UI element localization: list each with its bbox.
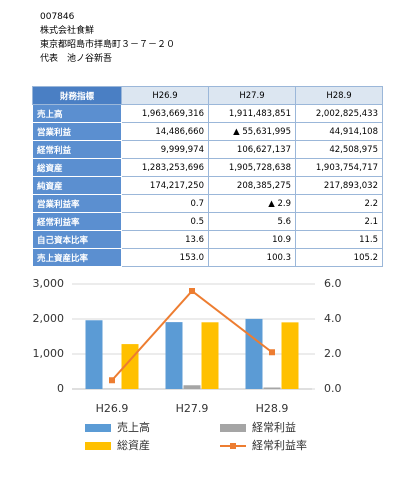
- line-marker: [189, 288, 195, 294]
- table-row: 財務指標 H26.9 H27.9 H28.9: [32, 86, 383, 105]
- y2-tick-label: 2.0: [324, 347, 342, 360]
- legend-swatch: [85, 442, 111, 450]
- row-label: 営業利益: [32, 122, 122, 141]
- cell: ▲ 55,631,995: [208, 122, 296, 141]
- cell: 105.2: [295, 248, 383, 267]
- cell: 5.6: [208, 212, 296, 231]
- cell: 217,893,032: [295, 176, 383, 195]
- cell: 1,903,754,717: [295, 158, 383, 177]
- legend-label: 経常利益: [252, 420, 296, 434]
- table-row: 総資産 1,283,253,696 1,905,728,638 1,903,754,7…: [32, 158, 383, 177]
- legend-swatch: [85, 424, 111, 432]
- cell: 1,911,483,851: [208, 104, 296, 123]
- cell: 2.1: [295, 212, 383, 231]
- table-row: 営業利益 14,486,660 ▲ 55,631,995 44,914,108: [32, 122, 383, 141]
- cell: 2.2: [295, 194, 383, 213]
- cell: 11.5: [295, 230, 383, 249]
- row-label: 自己資本比率: [32, 230, 122, 249]
- cell: 100.3: [208, 248, 296, 267]
- bar: [85, 320, 103, 389]
- financial-table: 財務指標 H26.9 H27.9 H28.9 売上高 1,963,669,316 1,911…: [32, 86, 383, 267]
- cell: 14,486,660: [121, 122, 209, 141]
- table-row: 売上高 1,963,669,316 1,911,483,851 2,002,825,4…: [32, 104, 383, 123]
- bar: [165, 322, 183, 389]
- cell: 1,905,728,638: [208, 158, 296, 177]
- cell: 42,508,975: [295, 140, 383, 159]
- table-row: 売上資産比率 153.0 100.3 105.2: [32, 248, 383, 267]
- cell: 208,385,275: [208, 176, 296, 195]
- company: 株式会社食鮮: [40, 26, 95, 36]
- y2-tick-label: 6.0: [324, 277, 342, 290]
- table-row: 純資産 174,217,250 208,385,275 217,893,032: [32, 176, 383, 195]
- x-tick-label: H28.9: [256, 402, 289, 415]
- column-header: H27.9: [208, 86, 296, 105]
- legend-label: 売上高: [117, 420, 150, 434]
- table-row: 営業利益率 0.7 ▲ 2.9 2.2: [32, 194, 383, 213]
- row-label: 経常利益: [32, 140, 122, 159]
- table-row: 経常利益率 0.5 5.6 2.1: [32, 212, 383, 231]
- row-label: 営業利益率: [32, 194, 122, 213]
- cell: 174,217,250: [121, 176, 209, 195]
- x-tick-label: H27.9: [176, 402, 209, 415]
- table-row: 経常利益 9,999,974 106,627,137 42,508,975: [32, 140, 383, 159]
- representative: 代表 池ノ谷新吾: [40, 54, 113, 64]
- cell: 10.9: [208, 230, 296, 249]
- bar: [263, 387, 281, 389]
- cell: 13.6: [121, 230, 209, 249]
- column-header: H26.9: [121, 86, 209, 105]
- y-tick-label: 3,000: [33, 277, 65, 290]
- bar: [245, 318, 263, 389]
- cell: 106,627,137: [208, 140, 296, 159]
- cell: 0.5: [121, 212, 209, 231]
- line-marker: [109, 377, 115, 384]
- cell: 1,963,669,316: [121, 104, 209, 123]
- chart: 0 1,000 2,000 3,000 0.0 2.0 4.0 6.0 H26.9 H27.9 H2…: [33, 277, 342, 452]
- y-tick-label: 1,000: [33, 347, 65, 360]
- bar: [183, 385, 201, 389]
- y-tick-label: 0: [57, 382, 64, 395]
- row-label: 売上高: [32, 104, 122, 123]
- legend-swatch: [220, 424, 246, 432]
- legend-label: 総資産: [117, 438, 150, 452]
- legend-swatch: [230, 443, 236, 449]
- table-row: 自己資本比率 13.6 10.9 11.5: [32, 230, 383, 249]
- cell: 2,002,825,433: [295, 104, 383, 123]
- bar: [281, 322, 299, 389]
- row-label: 総資産: [32, 158, 122, 177]
- cell: ▲ 2.9: [208, 194, 296, 213]
- legend-label: 経常利益率: [252, 438, 307, 452]
- y-tick-label: 2,000: [33, 312, 65, 325]
- bar: [201, 322, 219, 389]
- y2-tick-label: 0.0: [324, 382, 342, 395]
- row-label: 売上資産比率: [32, 248, 122, 267]
- y2-tick-label: 4.0: [324, 312, 342, 325]
- column-header: 財務指標: [32, 86, 122, 105]
- cell: 153.0: [121, 248, 209, 267]
- row-label: 経常利益率: [32, 212, 122, 231]
- cell: 9,999,974: [121, 140, 209, 159]
- x-tick-label: H26.9: [96, 402, 129, 415]
- cell: 44,914,108: [295, 122, 383, 141]
- cell: 1,283,253,696: [121, 158, 209, 177]
- line-marker: [269, 349, 275, 356]
- row-label: 純資産: [32, 176, 122, 195]
- column-header: H28.9: [295, 86, 383, 105]
- cell: 0.7: [121, 194, 209, 213]
- code: 007846: [40, 12, 75, 22]
- address: 東京都昭島市拝島町３－７－２０: [40, 40, 176, 50]
